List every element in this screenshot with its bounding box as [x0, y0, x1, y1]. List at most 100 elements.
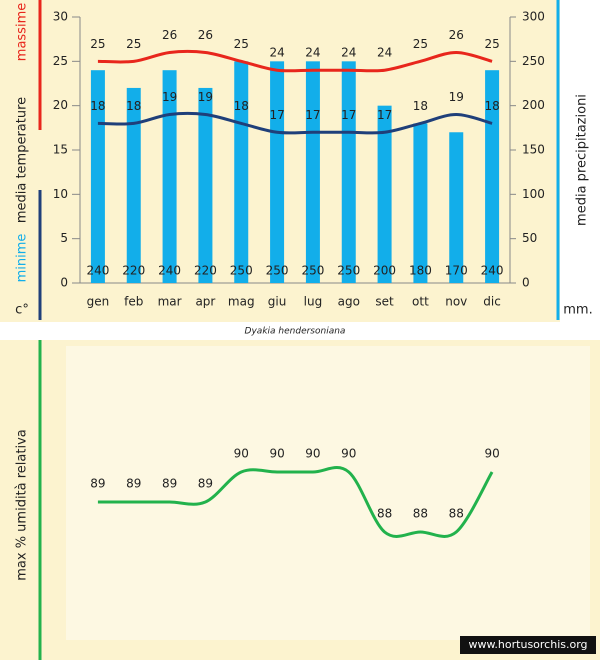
bar-value-label: 170: [445, 264, 468, 278]
bar: [162, 70, 177, 283]
line-value-label: 24: [305, 46, 320, 60]
y2-tick-label: 100: [522, 187, 545, 201]
line-value-label: 89: [90, 477, 105, 491]
line: [97, 49, 493, 73]
line-value-label: 90: [341, 447, 356, 461]
line-value-label: 25: [234, 37, 249, 51]
bar: [341, 61, 356, 284]
line-value-label: 88: [413, 507, 428, 521]
y-label: media temperature: [15, 97, 30, 223]
y2-tick-label: 50: [522, 231, 537, 245]
x-tick-label: lug: [304, 295, 323, 309]
line-value-label: 90: [234, 447, 249, 461]
line-value-label: 26: [449, 28, 464, 42]
y-tick-label: 10: [53, 187, 68, 201]
line-value-label: 89: [162, 477, 177, 491]
y-tick-label: 15: [53, 143, 68, 157]
bar-value-label: 240: [158, 264, 181, 278]
line-value-label: 18: [234, 99, 249, 113]
bar-value-label: 180: [409, 264, 432, 278]
line-value-label: 18: [484, 99, 499, 113]
x-tick-label: dic: [483, 295, 501, 309]
x-tick-label: mar: [158, 295, 182, 309]
bar-value-label: 220: [122, 264, 145, 278]
bar: [198, 87, 213, 283]
line-value-label: 25: [90, 37, 105, 51]
x-tick-label: nov: [445, 295, 467, 309]
bar-value-label: 250: [230, 264, 253, 278]
bar-value-label: 240: [481, 264, 504, 278]
bar-value-label: 250: [337, 264, 360, 278]
bar-value-label: 250: [266, 264, 289, 278]
caption: Dyakia hendersoniana: [245, 327, 346, 337]
watermark: www.hortusorchis.org: [468, 638, 587, 651]
line-value-label: 90: [269, 447, 284, 461]
y-tick-label: 30: [53, 10, 68, 24]
line-value-label: 26: [198, 28, 213, 42]
line: [97, 466, 494, 538]
line: [97, 111, 493, 135]
x-tick-label: ago: [338, 295, 360, 309]
x-tick-label: giu: [268, 295, 287, 309]
y2-tick-label: 250: [522, 54, 545, 68]
line-value-label: 24: [341, 46, 356, 60]
line-value-label: 17: [269, 108, 284, 122]
y-label-humidity: max % umidità relativa: [15, 429, 30, 581]
y2-unit: mm.: [563, 303, 592, 318]
line-value-label: 90: [305, 447, 320, 461]
bar: [305, 61, 320, 284]
line-value-label: 90: [484, 447, 499, 461]
bar: [449, 132, 464, 283]
bar: [377, 105, 392, 284]
line-value-label: 18: [90, 99, 105, 113]
line-value-label: 17: [341, 108, 356, 122]
y-label-min: minime: [15, 234, 30, 283]
line-value-label: 24: [377, 46, 392, 60]
x-tick-label: apr: [195, 295, 215, 309]
line-value-label: 18: [126, 99, 141, 113]
x-tick-label: mag: [228, 295, 255, 309]
line-value-label: 25: [484, 37, 499, 51]
line-value-label: 17: [377, 108, 392, 122]
y2-tick-label: 300: [522, 10, 545, 24]
x-tick-label: ott: [412, 295, 429, 309]
watermark-bg: [460, 636, 596, 654]
line-value-label: 24: [269, 46, 284, 60]
bar-value-label: 220: [194, 264, 217, 278]
line-value-label: 25: [413, 37, 428, 51]
y-tick-label: 5: [60, 231, 68, 245]
line-value-label: 25: [126, 37, 141, 51]
line-value-label: 17: [305, 108, 320, 122]
y2-label: media precipitazioni: [575, 94, 590, 226]
y2-tick-label: 200: [522, 98, 545, 112]
y-tick-label: 0: [60, 276, 68, 290]
bar-value-label: 240: [86, 264, 109, 278]
line-value-label: 26: [162, 28, 177, 42]
y-tick-label: 20: [53, 98, 68, 112]
y-tick-label: 25: [53, 54, 68, 68]
bar-value-label: 250: [301, 264, 324, 278]
x-tick-label: set: [375, 295, 394, 309]
bar: [270, 61, 285, 284]
y2-tick-label: 150: [522, 143, 545, 157]
line-value-label: 88: [377, 507, 392, 521]
y-unit: c°: [15, 303, 29, 318]
line-value-label: 89: [126, 477, 141, 491]
y-label-max: massime: [15, 3, 30, 61]
y2-tick-label: 0: [522, 276, 530, 290]
x-tick-label: feb: [124, 295, 143, 309]
line-value-label: 88: [449, 507, 464, 521]
x-tick-label: gen: [87, 295, 110, 309]
bar: [413, 123, 428, 284]
bar-value-label: 200: [373, 264, 396, 278]
bar: [126, 87, 141, 283]
line-value-label: 19: [198, 90, 213, 104]
line-value-label: 19: [162, 90, 177, 104]
bar: [234, 61, 249, 284]
line-value-label: 89: [198, 477, 213, 491]
line-value-label: 18: [413, 99, 428, 113]
bottom-plot-area: [66, 346, 590, 640]
line-value-label: 19: [449, 90, 464, 104]
